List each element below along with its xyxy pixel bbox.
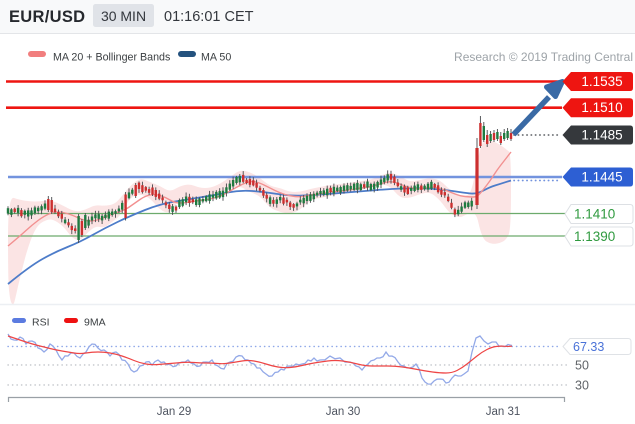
svg-text:1.1445: 1.1445	[581, 170, 622, 185]
svg-text:30 MIN: 30 MIN	[101, 8, 146, 24]
svg-text:1.1485: 1.1485	[581, 128, 622, 143]
svg-text:1.1390: 1.1390	[574, 229, 615, 244]
svg-text:67.33: 67.33	[573, 340, 604, 354]
svg-text:Jan 31: Jan 31	[486, 406, 521, 418]
svg-text:9MA: 9MA	[84, 317, 106, 329]
svg-text:EUR/USD: EUR/USD	[9, 8, 85, 26]
svg-text:Jan 29: Jan 29	[157, 406, 192, 418]
svg-text:01:16:01 CET: 01:16:01 CET	[164, 9, 254, 25]
svg-text:RSI: RSI	[32, 317, 50, 329]
svg-text:MA 20 + Bollinger Bands: MA 20 + Bollinger Bands	[53, 52, 170, 64]
svg-text:MA 50: MA 50	[201, 52, 231, 64]
svg-text:1.1535: 1.1535	[581, 74, 622, 89]
svg-text:Jan 30: Jan 30	[326, 406, 361, 418]
svg-text:Research © 2019 Trading Centra: Research © 2019 Trading Central	[454, 50, 633, 64]
svg-text:50: 50	[575, 359, 589, 373]
svg-text:1.1510: 1.1510	[581, 100, 622, 115]
svg-text:30: 30	[575, 379, 589, 393]
svg-text:1.1410: 1.1410	[574, 207, 615, 222]
